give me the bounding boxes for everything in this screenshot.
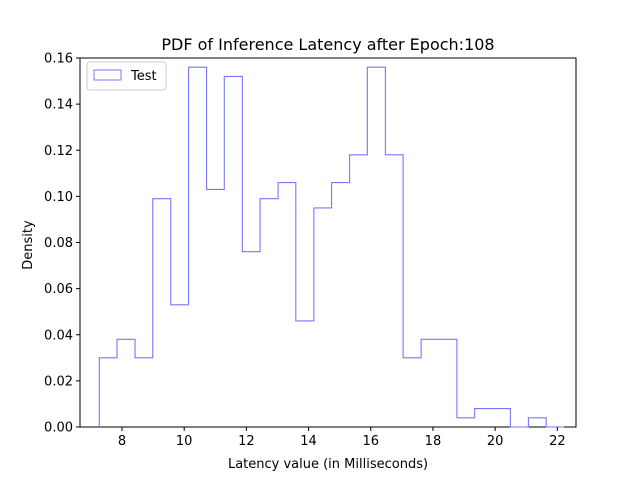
chart-title: PDF of Inference Latency after Epoch:108	[161, 35, 494, 54]
y-tick-label-8: 0.16	[44, 52, 73, 67]
legend-box	[86, 61, 167, 91]
y-axis-label: Density	[21, 220, 36, 270]
y-tick-label-6: 0.12	[44, 144, 73, 159]
y-axis: 0.00 0.02 0.04 0.06 0.08 0.10 0.12 0.14 0.16	[44, 52, 80, 436]
y-tick-label-0: 0.00	[44, 421, 73, 436]
x-axis: 8 10 12 14 16 18 20 22	[118, 427, 566, 449]
x-tick-label-18: 18	[425, 434, 442, 449]
x-tick-label-10: 10	[176, 434, 193, 449]
x-tick-label-14: 14	[300, 434, 317, 449]
x-tick-label-20: 20	[487, 434, 504, 449]
y-tick-label-2: 0.04	[44, 328, 73, 343]
legend: Test	[86, 61, 167, 91]
legend-swatch-test	[93, 69, 122, 81]
y-tick-label-7: 0.14	[44, 98, 73, 113]
x-tick-label-8: 8	[118, 434, 126, 449]
y-tick-label-4: 0.08	[44, 236, 73, 251]
y-tick-label-5: 0.10	[44, 190, 73, 205]
y-tick-label-1: 0.02	[44, 374, 73, 389]
x-tick-label-22: 22	[549, 434, 566, 449]
x-axis-label: Latency value (in Milliseconds)	[228, 457, 428, 472]
x-tick-label-16: 16	[362, 434, 379, 449]
x-tick-label-12: 12	[238, 434, 255, 449]
histogram-step-outline	[98, 66, 565, 428]
histogram-series-test	[98, 66, 565, 428]
y-tick-label-3: 0.06	[44, 282, 73, 297]
legend-label-test: Test	[130, 69, 157, 84]
